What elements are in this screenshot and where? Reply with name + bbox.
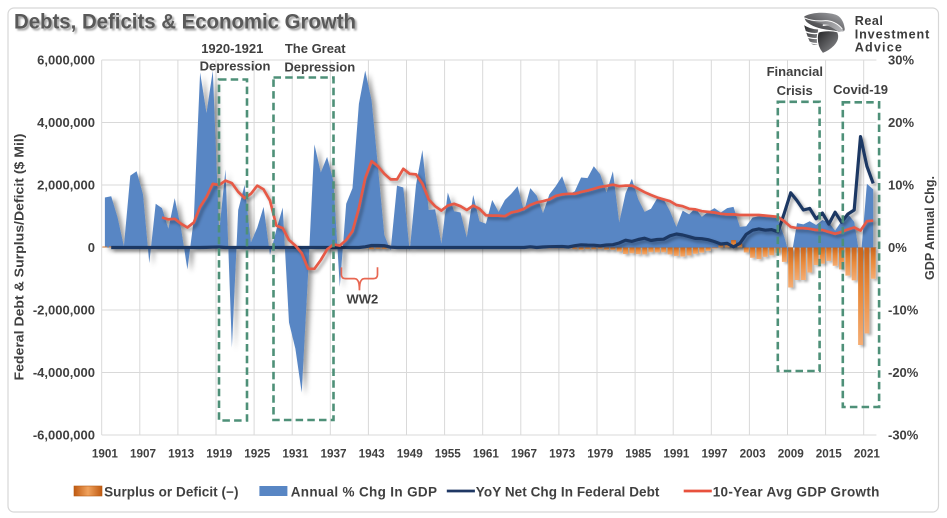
svg-text:-2,000,000: -2,000,000 [33,303,95,318]
svg-text:Debts, Deficits & Economic Gro: Debts, Deficits & Economic Growth [14,11,356,34]
svg-text:GDP Annual Chg.: GDP Annual Chg. [922,176,937,280]
svg-text:Annual % Chg In GDP: Annual % Chg In GDP [291,484,437,499]
svg-text:4,000,000: 4,000,000 [37,115,95,130]
svg-text:0%: 0% [888,240,907,255]
svg-text:10%: 10% [888,178,914,193]
svg-text:Advice: Advice [855,41,902,55]
svg-text:2015: 2015 [816,448,843,461]
svg-text:2009: 2009 [778,448,805,461]
svg-text:1925: 1925 [244,448,271,461]
svg-text:Depression: Depression [284,60,355,75]
svg-text:0: 0 [88,240,95,255]
svg-text:Investment: Investment [855,28,930,42]
svg-text:1907: 1907 [130,448,156,461]
svg-text:-30%: -30% [888,428,919,443]
svg-text:1949: 1949 [397,448,424,461]
svg-text:1985: 1985 [625,448,652,461]
svg-text:1913: 1913 [168,448,195,461]
svg-text:1920-1921: 1920-1921 [201,41,263,56]
svg-text:1979: 1979 [587,448,614,461]
svg-text:2021: 2021 [854,448,881,461]
svg-text:1955: 1955 [435,448,462,461]
svg-text:YoY Net Chg In Federal Debt: YoY Net Chg In Federal Debt [476,484,660,499]
svg-text:2,000,000: 2,000,000 [37,178,95,193]
svg-text:1973: 1973 [549,448,576,461]
svg-text:The Great: The Great [285,41,346,56]
svg-text:1997: 1997 [701,448,727,461]
svg-text:1919: 1919 [206,448,233,461]
svg-text:-6,000,000: -6,000,000 [33,428,95,443]
svg-text:-4,000,000: -4,000,000 [33,365,95,380]
svg-text:WW2: WW2 [347,292,379,307]
svg-text:20%: 20% [888,115,914,130]
svg-text:1943: 1943 [359,448,386,461]
svg-text:1991: 1991 [663,448,690,461]
svg-text:Depression: Depression [200,59,271,74]
svg-text:1901: 1901 [92,448,119,461]
svg-text:-10%: -10% [888,303,919,318]
svg-text:Real: Real [855,14,883,28]
svg-text:1931: 1931 [282,448,309,461]
svg-text:1937: 1937 [320,448,346,461]
svg-text:30%: 30% [888,53,914,68]
svg-text:2003: 2003 [740,448,767,461]
svg-text:Financial: Financial [767,64,823,79]
svg-text:6,000,000: 6,000,000 [37,53,95,68]
svg-text:Crisis: Crisis [777,83,813,98]
svg-text:Federal Debt & Surplus/Deficit: Federal Debt & Surplus/Deficit ($ Mil) [12,134,27,381]
svg-text:Covid-19: Covid-19 [833,82,888,97]
svg-text:1967: 1967 [511,448,537,461]
svg-text:Surplus or Deficit (−): Surplus or Deficit (−) [104,484,238,499]
svg-text:1961: 1961 [473,448,500,461]
svg-text:-20%: -20% [888,365,919,380]
svg-text:10-Year Avg GDP Growth: 10-Year Avg GDP Growth [713,484,880,499]
